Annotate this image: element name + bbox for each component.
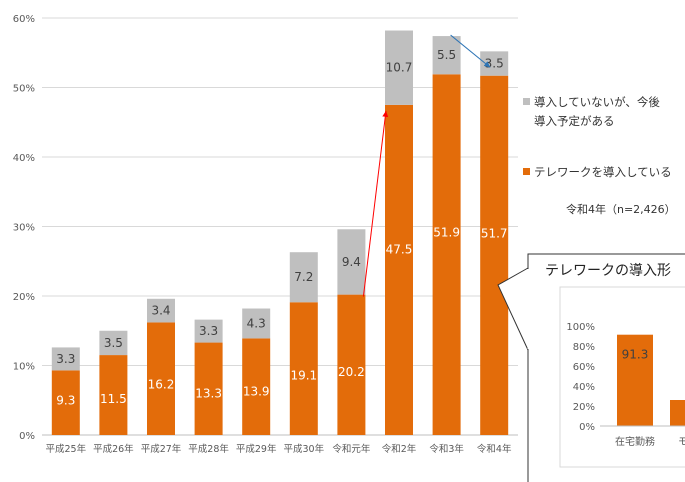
legend-swatch-planned	[523, 98, 530, 105]
data-label-planned: 3.5	[104, 336, 123, 350]
main-bars: 9.3 3.3 11.5 3.5 16.2 3.4 13.3 3.3 13.9 4.3 19.1 7.…	[51, 30, 509, 436]
x-tick-label: 平成29年	[236, 443, 277, 455]
legend: 導入していないが、今後 導入予定がある テレワークを導入している 令和4年（n=…	[523, 95, 676, 216]
legend-label-telework: テレワークを導入している	[534, 165, 672, 179]
data-label-telework: 16.2	[148, 377, 175, 391]
red-trend-arrow	[362, 110, 389, 297]
data-label-planned: 3.3	[56, 352, 75, 366]
data-label-telework: 47.5	[386, 242, 413, 256]
bar-planned	[289, 252, 318, 303]
data-label-telework: 19.1	[290, 368, 317, 382]
y-tick-label: 30%	[13, 223, 35, 234]
bar-planned	[385, 30, 413, 105]
main-x-axis: 平成25年 平成26年 平成27年 平成28年 平成29年 平成30年 令和元年 令和2年 令和…	[46, 443, 512, 455]
legend-swatch-telework	[523, 168, 530, 175]
data-label-telework: 51.7	[481, 226, 508, 240]
bar-planned	[242, 308, 271, 339]
inset-chart-title: テレワークの導入形	[545, 263, 671, 279]
x-tick-label: 令和3年	[429, 443, 464, 455]
inset-y-axis: 100% 80% 60% 40% 20% 0%	[566, 322, 595, 433]
trend-arrows	[362, 34, 491, 297]
inset-data-label: 91.3	[622, 348, 649, 362]
data-label-planned: 9.4	[342, 255, 361, 269]
callout-box	[527, 253, 685, 482]
bar-telework	[147, 322, 175, 435]
bar-planned	[337, 229, 366, 295]
x-tick-label: 平成26年	[93, 443, 134, 455]
blue-trend-arrow	[450, 34, 491, 68]
y-tick-label: 10%	[13, 362, 35, 373]
inset-y-tick-label: 40%	[573, 382, 595, 393]
data-label-telework: 9.3	[56, 393, 75, 407]
bar-telework	[432, 74, 461, 436]
bar-planned	[51, 347, 80, 371]
y-tick-label: 0%	[19, 431, 35, 442]
callout-panel: テレワークの導入形 100% 80% 60% 40% 20% 0% 91.3 在宅勤務 モバ	[497, 253, 685, 482]
data-label-planned: 10.7	[386, 61, 413, 75]
bar-telework	[289, 302, 318, 435]
data-label-planned: 7.2	[294, 270, 313, 284]
x-tick-label: 令和元年	[332, 443, 371, 455]
x-tick-label: 令和4年	[477, 443, 512, 455]
bar-telework	[385, 104, 413, 435]
main-y-axis: 0% 10% 20% 30% 40% 50% 60%	[13, 14, 35, 442]
data-label-planned: 4.3	[247, 316, 266, 330]
callout-pointer-mask	[527, 269, 530, 349]
inset-x-tick-label: 在宅勤務	[615, 435, 655, 448]
data-label-planned: 3.4	[151, 304, 170, 318]
bar-planned	[147, 298, 175, 323]
x-tick-label: 平成28年	[188, 443, 229, 455]
legend-label-planned-line1: 導入していないが、今後	[534, 95, 660, 109]
data-label-planned: 3.5	[485, 57, 504, 71]
data-label-planned: 5.5	[437, 48, 456, 62]
inset-x-tick-label: モバ	[678, 436, 685, 448]
inset-bar	[617, 334, 653, 426]
x-tick-label: 令和2年	[382, 443, 417, 455]
y-tick-label: 60%	[13, 14, 35, 25]
x-tick-label: 平成30年	[284, 443, 325, 455]
inset-bars: 91.3	[600, 334, 685, 427]
bar-telework	[51, 370, 80, 435]
inset-plot-frame	[559, 286, 685, 468]
sample-size-note: 令和4年（n=2,426）	[566, 202, 676, 216]
bar-telework	[242, 338, 271, 435]
legend-label-planned-line2: 導入予定がある	[534, 114, 615, 128]
bar-planned	[432, 36, 461, 75]
inset-y-tick-label: 80%	[573, 342, 595, 353]
inset-y-tick-label: 0%	[579, 422, 595, 433]
data-label-telework: 51.9	[433, 226, 460, 240]
bar-telework	[194, 342, 223, 435]
bar-telework	[480, 75, 509, 435]
bar-planned	[99, 330, 128, 356]
data-label-planned: 3.3	[199, 324, 218, 338]
y-tick-label: 20%	[13, 292, 35, 303]
bar-telework	[337, 294, 366, 435]
inset-y-tick-label: 100%	[566, 322, 595, 333]
x-tick-label: 平成27年	[141, 443, 182, 455]
data-label-telework: 20.2	[338, 365, 365, 379]
inset-bar	[670, 400, 685, 426]
inset-y-tick-label: 20%	[573, 402, 595, 413]
data-label-telework: 13.9	[243, 385, 270, 399]
y-tick-label: 40%	[13, 153, 35, 164]
y-tick-label: 50%	[13, 84, 35, 95]
inset-y-tick-label: 60%	[573, 362, 595, 373]
bar-planned	[194, 319, 223, 343]
data-label-telework: 11.5	[100, 392, 127, 406]
bar-telework	[99, 355, 128, 435]
inset-x-axis: 在宅勤務 モバ	[615, 435, 685, 448]
x-tick-label: 平成25年	[46, 443, 87, 455]
data-label-telework: 13.3	[195, 386, 222, 400]
